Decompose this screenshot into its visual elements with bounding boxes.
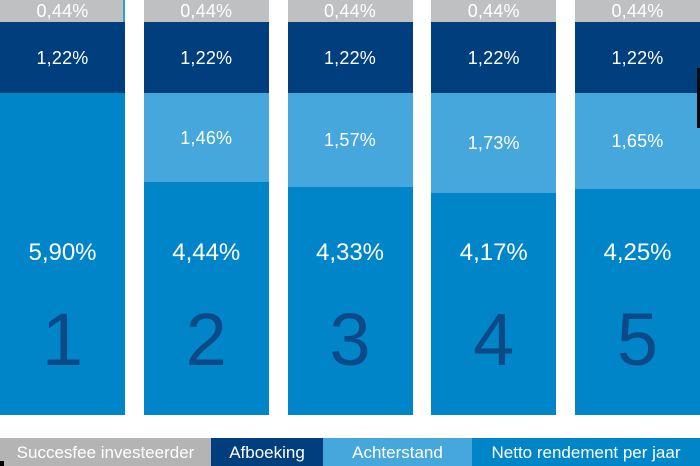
legend-item-label: Achterstand xyxy=(352,442,443,462)
segment-value-label: 0,44% xyxy=(323,1,377,21)
bottom-left-artifact xyxy=(0,461,4,466)
legend-item-afboeking: Afboeking xyxy=(211,438,323,466)
segment-achterstand: 1,57% xyxy=(287,93,413,187)
segment-netto xyxy=(0,93,125,415)
edge-sliver-artifact xyxy=(123,0,125,22)
segment-value-label: 1,22% xyxy=(180,47,233,68)
segment-value-label: 0,44% xyxy=(180,1,233,21)
segment-value-label: 1,46% xyxy=(180,127,233,148)
netto-value-label: 5,90% xyxy=(28,239,97,266)
bar-number-label: 2 xyxy=(185,298,227,381)
bar-number-label: 3 xyxy=(329,298,371,381)
bars-row: 0,44% 1,22% 5,90% 1 0,44% 1,22% 1,46% 4,44% 2 0,4… xyxy=(0,0,700,415)
legend-item-label: Netto rendement per jaar xyxy=(491,442,681,462)
right-edge-artifact xyxy=(697,68,700,128)
segment-succesfee: 0,44% xyxy=(287,0,413,22)
segment-netto xyxy=(143,182,269,415)
segment-achterstand: 1,46% xyxy=(143,93,269,182)
segment-succesfee: 0,44% xyxy=(431,0,557,22)
segment-succesfee: 0,44% xyxy=(575,0,700,22)
segment-netto xyxy=(431,193,557,415)
netto-value-label: 4,44% xyxy=(172,239,241,266)
segment-netto xyxy=(287,187,413,415)
segment-achterstand: 1,65% xyxy=(575,93,700,189)
segment-value-label: 1,22% xyxy=(323,47,377,68)
segment-value-label: 1,22% xyxy=(467,47,520,68)
segment-value-label: 0,44% xyxy=(36,1,89,21)
legend-item-netto: Netto rendement per jaar xyxy=(472,438,700,466)
netto-value-label: 4,33% xyxy=(315,239,385,266)
legend-item-achterstand: Achterstand xyxy=(323,438,472,466)
bar-number-label: 5 xyxy=(616,298,659,381)
segment-afboeking: 1,22% xyxy=(575,22,700,93)
bar-number-label: 1 xyxy=(41,298,84,381)
bar-5: 0,44% 1,22% 1,65% 4,25% 5 xyxy=(575,0,700,415)
segment-succesfee: 0,44% xyxy=(0,0,125,22)
segment-afboeking: 1,22% xyxy=(0,22,125,93)
bar-2: 0,44% 1,22% 1,46% 4,44% 2 xyxy=(143,0,269,415)
legend: Succesfee investeerder Afboeking Achtersta… xyxy=(0,438,700,466)
segment-value-label: 0,44% xyxy=(467,1,520,21)
bar-number-label: 4 xyxy=(473,298,515,381)
bar-3: 0,44% 1,22% 1,57% 4,33% 3 xyxy=(287,0,413,415)
legend-item-label: Succesfee investeerder xyxy=(16,442,195,462)
netto-value-label: 4,17% xyxy=(459,239,528,266)
legend-item-label: Afboeking xyxy=(229,442,305,462)
segment-afboeking: 1,22% xyxy=(431,22,557,93)
segment-achterstand: 1,73% xyxy=(431,93,557,193)
segment-value-label: 1,22% xyxy=(36,47,89,68)
segment-netto xyxy=(575,189,700,415)
segment-value-label: 0,44% xyxy=(611,1,664,21)
segment-value-label: 1,57% xyxy=(323,130,377,150)
legend-item-succesfee: Succesfee investeerder xyxy=(0,438,211,466)
bar-4: 0,44% 1,22% 1,73% 4,17% 4 xyxy=(431,0,557,415)
segment-value-label: 1,22% xyxy=(611,47,664,68)
bar-1: 0,44% 1,22% 5,90% 1 xyxy=(0,0,125,415)
segment-value-label: 1,73% xyxy=(467,133,520,153)
segment-afboeking: 1,22% xyxy=(143,22,269,93)
segment-value-label: 1,65% xyxy=(611,131,664,151)
segment-afboeking: 1,22% xyxy=(287,22,413,93)
netto-value-label: 4,25% xyxy=(603,239,672,266)
segment-succesfee: 0,44% xyxy=(143,0,269,22)
